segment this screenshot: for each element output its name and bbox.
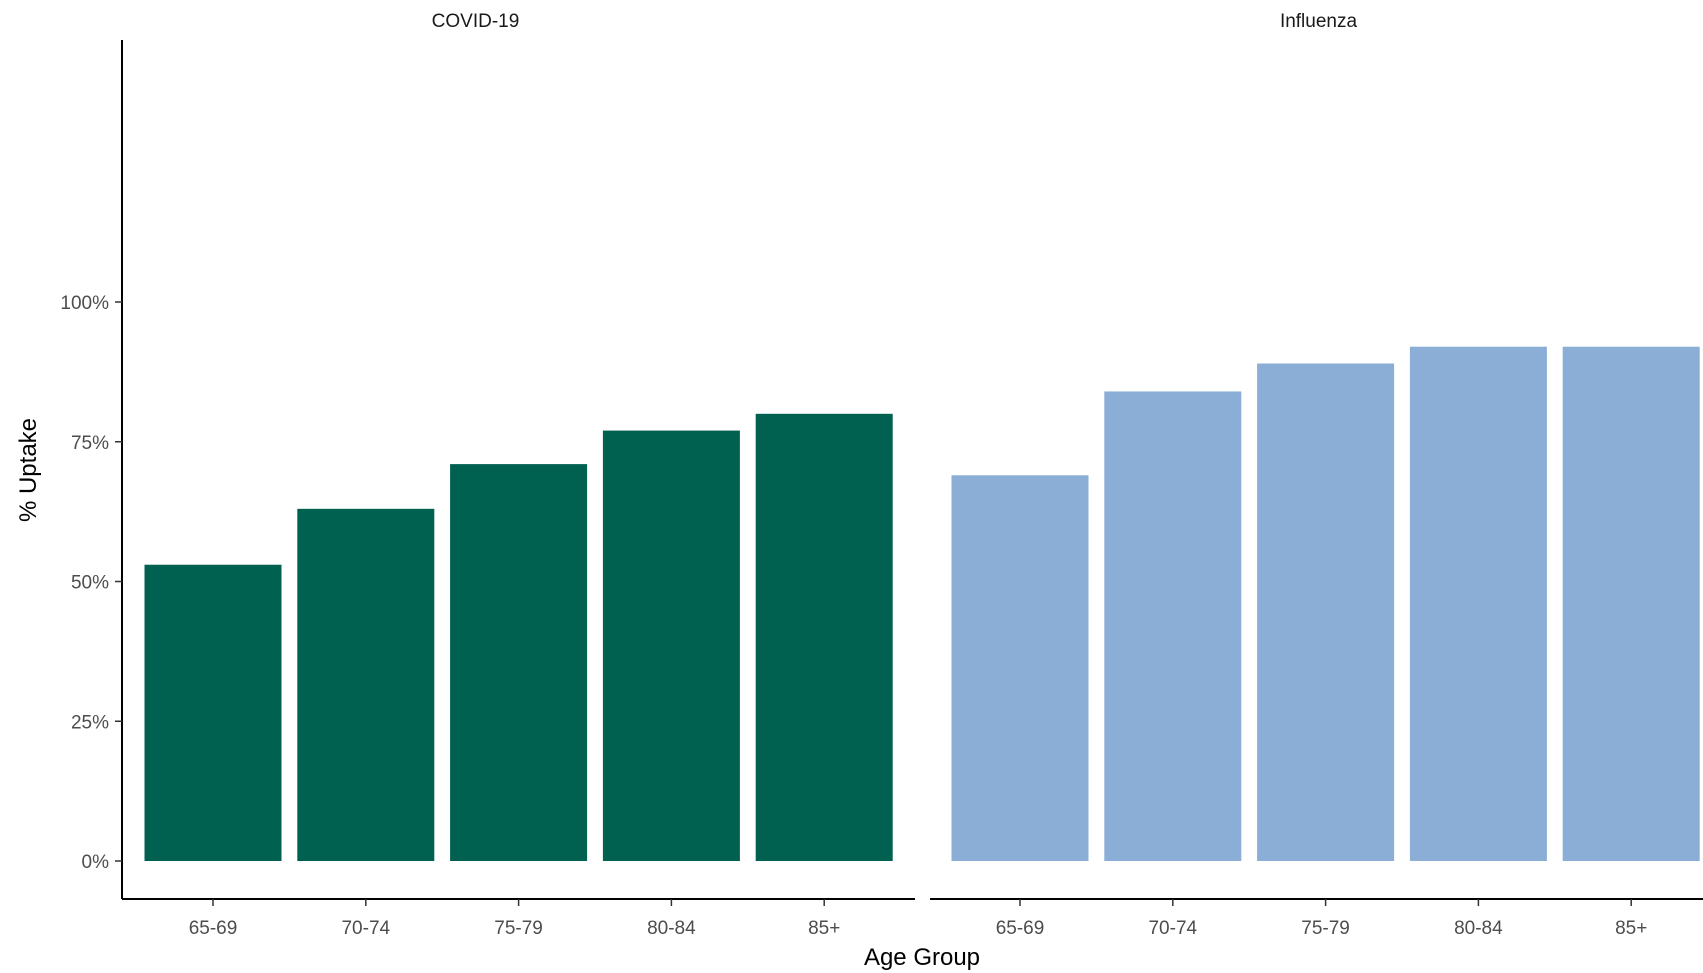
x-tick-label: 85+ <box>1615 918 1647 939</box>
x-tick-label: 80-84 <box>1454 918 1503 939</box>
bar-75-79 <box>1257 363 1395 861</box>
y-tick-label: 75% <box>71 433 109 454</box>
x-tick-label: 70-74 <box>341 918 390 939</box>
x-tick-label: 75-79 <box>1301 918 1350 939</box>
x-tick-label: 70-74 <box>1148 918 1197 939</box>
bar-80-84 <box>602 430 740 861</box>
y-tick-label: 100% <box>60 293 109 314</box>
bar-65-69 <box>951 475 1089 861</box>
y-tick-label: 25% <box>71 712 109 733</box>
x-tick-label: 75-79 <box>494 918 543 939</box>
x-tick-label: 80-84 <box>647 918 696 939</box>
y-tick-label: 0% <box>82 852 110 873</box>
x-axis-title: Age Group <box>864 944 980 971</box>
bar-70-74 <box>297 508 435 861</box>
bar-80-84 <box>1409 346 1547 862</box>
x-tick-label: 85+ <box>808 918 840 939</box>
x-tick-label: 65-69 <box>996 918 1045 939</box>
bar-85+ <box>755 413 893 861</box>
bar-85+ <box>1562 346 1700 862</box>
bar-65-69 <box>144 564 282 861</box>
panel-influenza: Influenza 65-69 70-74 75-79 80-84 85+ <box>930 11 1703 939</box>
y-axis: 0% 25% 50% 75% 100% <box>60 40 123 899</box>
panel-title: COVID-19 <box>432 11 520 32</box>
panel-covid-19: COVID-19 65-69 70-74 75-79 80-84 85+ <box>122 11 915 939</box>
panel-title: Influenza <box>1280 11 1358 32</box>
bar-70-74 <box>1104 391 1242 861</box>
x-tick-label: 65-69 <box>189 918 238 939</box>
bar-75-79 <box>450 464 588 861</box>
y-axis-title: % Uptake <box>15 418 42 522</box>
y-tick-label: 50% <box>71 573 109 594</box>
